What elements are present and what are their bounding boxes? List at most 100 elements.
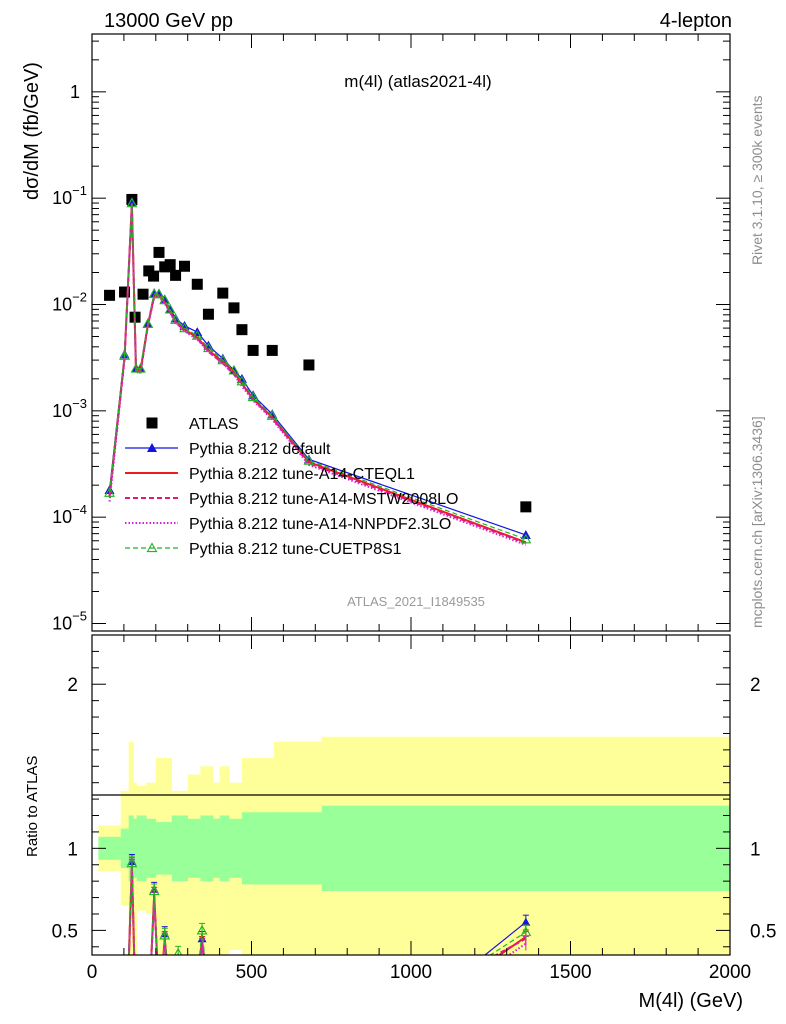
- x-tick-label: 500: [236, 962, 268, 983]
- legend-label: ATLAS: [189, 416, 239, 433]
- ratio-uncertainty-bands: [98, 736, 730, 955]
- statistical-uncertainty-band: [136, 815, 147, 882]
- ratio-y-tick-label: 1: [67, 839, 78, 860]
- ratio-plot-axes: 0.5 0.5 1 1 2 2 0 500 1000 1500 2000: [52, 635, 776, 983]
- statistical-uncertainty-band: [98, 836, 122, 860]
- ratio-y-tick-label-right: 0.5: [750, 921, 776, 942]
- header-process: 13000 GeV pp: [104, 10, 233, 32]
- statistical-uncertainty-band: [155, 822, 173, 875]
- statistical-uncertainty-band: [241, 812, 255, 885]
- y-tick-base: 10: [52, 613, 72, 633]
- legend-label: Pythia 8.212 tune-A14-NNPDF2.3LO: [189, 516, 451, 533]
- cuetp8s1-marker: [153, 288, 165, 299]
- statistical-uncertainty-band: [128, 815, 134, 882]
- legend-item-pythia-8-212-tune-cuetp8s1: Pythia 8.212 tune-CUETP8S1: [125, 541, 402, 558]
- ratio-y-tick-label-right: 1: [750, 839, 761, 860]
- cuetp8s1-marker: [520, 533, 532, 544]
- legend-item-atlas: ATLAS: [146, 416, 239, 433]
- atlas-data-point: [266, 344, 278, 356]
- statistical-uncertainty-band: [171, 815, 188, 882]
- cuetp8s1-marker: [104, 487, 115, 497]
- ratio-marker: [520, 926, 532, 937]
- statistical-uncertainty-band: [273, 812, 322, 885]
- atlas-data-point: [303, 359, 315, 371]
- ratio-plot-frame: [91, 634, 731, 956]
- ratio-marker: [126, 857, 138, 868]
- cuetp8s1-marker: [126, 197, 138, 208]
- legend-swatch-atlas: [146, 417, 158, 429]
- legend-swatch-marker: [146, 542, 158, 553]
- statistical-uncertainty-band: [254, 812, 275, 885]
- y-tick-label: 1: [70, 82, 80, 102]
- x-tick-label: 1500: [549, 962, 591, 983]
- legend-item-pythia-8-212-tune-a14-mstw2008lo: Pythia 8.212 tune-A14-MSTW2008LO: [125, 491, 458, 508]
- y-tick-exponent: −2: [72, 290, 87, 305]
- x-tick-label: 0: [87, 962, 98, 983]
- statistical-uncertainty-band: [200, 815, 214, 882]
- atlas-data-point: [137, 288, 149, 300]
- statistical-uncertainty-band: [120, 828, 129, 869]
- legend-swatch-marker: [147, 443, 157, 452]
- y-tick-exponent: −3: [72, 396, 87, 411]
- legend: ATLAS Pythia 8.212 default Pythia 8.212 tu…: [125, 416, 458, 558]
- ratio-y-tick-label: 2: [67, 675, 78, 696]
- main-plot-panel: 10−510−410−310−210−11 m(4l) (atlas2021-4…: [21, 33, 731, 633]
- cuetp8s1-marker: [170, 314, 182, 324]
- cuetp8s1-marker: [135, 362, 146, 373]
- ratio-plot-series: [126, 853, 532, 955]
- ratio-marker: [159, 929, 171, 940]
- y-tick-label: 10−3: [52, 396, 87, 421]
- atlas-data-point: [236, 324, 248, 336]
- main-plot-series: [104, 193, 532, 546]
- main-plot-frame: [91, 33, 731, 632]
- cuetp8s1-marker: [119, 350, 130, 360]
- atlas-data-point: [170, 269, 182, 281]
- legend-label: Pythia 8.212 default: [189, 441, 331, 458]
- y-tick-label: 10−1: [52, 183, 87, 208]
- atlas-data-point: [520, 501, 532, 513]
- legend-label: Pythia 8.212 tune-A14-MSTW2008LO: [189, 491, 458, 508]
- cuetp8s1-marker: [142, 318, 154, 328]
- statistical-uncertainty-band: [229, 818, 243, 878]
- cuetp8s1-marker: [303, 455, 315, 465]
- statistical-uncertainty-band: [321, 805, 730, 891]
- legend-label: Pythia 8.212 tune-CUETP8S1: [189, 541, 402, 558]
- legend-item-pythia-8-212-tune-a14-cteql1: Pythia 8.212 tune-A14-CTEQL1: [125, 466, 415, 483]
- y-tick-exponent: −1: [72, 183, 87, 198]
- pythia-8-212-tune-cuetp8s1-series: [104, 197, 532, 544]
- y-tick-exponent: −5: [72, 608, 87, 623]
- x-tick-label: 2000: [709, 962, 751, 983]
- atlas-data-point: [148, 270, 160, 282]
- main-plot-axes: 10−510−410−310−210−11: [52, 34, 731, 633]
- cuetp8s1-marker: [236, 375, 248, 386]
- atlas-data-point: [179, 260, 191, 272]
- y-tick-label: 10−2: [52, 290, 87, 315]
- atlas-data-point: [228, 302, 240, 314]
- analysis-watermark: ATLAS_2021_I1849535: [347, 594, 485, 609]
- statistical-uncertainty-band: [213, 818, 220, 878]
- main-plot-title: m(4l) (atlas2021-4l): [344, 72, 491, 91]
- cuetp8s1-marker: [217, 354, 229, 365]
- x-axis-label: M(4l) (GeV): [639, 990, 743, 1012]
- ratio-plot-panel: 0.5 0.5 1 1 2 2 0 500 1000 1500 2000 Ratio to ATLA…: [24, 634, 776, 1012]
- mcplots-reference-label: mcplots.cern.ch [arXiv:1306.3436]: [749, 416, 765, 628]
- cuetp8s1-marker: [247, 391, 259, 402]
- cuetp8s1-marker: [203, 342, 214, 353]
- cuetp8s1-marker: [191, 329, 203, 340]
- ratio-y-axis-label: Ratio to ATLAS: [24, 756, 41, 857]
- cuetp8s1-marker: [159, 294, 171, 305]
- default-marker: [165, 303, 176, 313]
- legend-item-pythia-8-212-default: Pythia 8.212 default: [125, 441, 331, 458]
- pythia-8-212-tune-cuetp8s1-line: [108, 203, 527, 540]
- atlas-data-point: [119, 286, 131, 298]
- statistical-uncertainty-band: [219, 815, 230, 882]
- header-final-state: 4-lepton: [660, 10, 732, 32]
- atlas-data-point: [217, 287, 229, 299]
- y-tick-base: 1: [70, 82, 80, 102]
- atlas-data-point: [191, 278, 203, 290]
- legend-label: Pythia 8.212 tune-A14-CTEQL1: [189, 466, 415, 483]
- y-tick-base: 10: [52, 507, 72, 527]
- pythia-8-212-tune-cuetp8s1-ratio-line: [128, 863, 527, 955]
- atlas-data-point: [104, 289, 116, 301]
